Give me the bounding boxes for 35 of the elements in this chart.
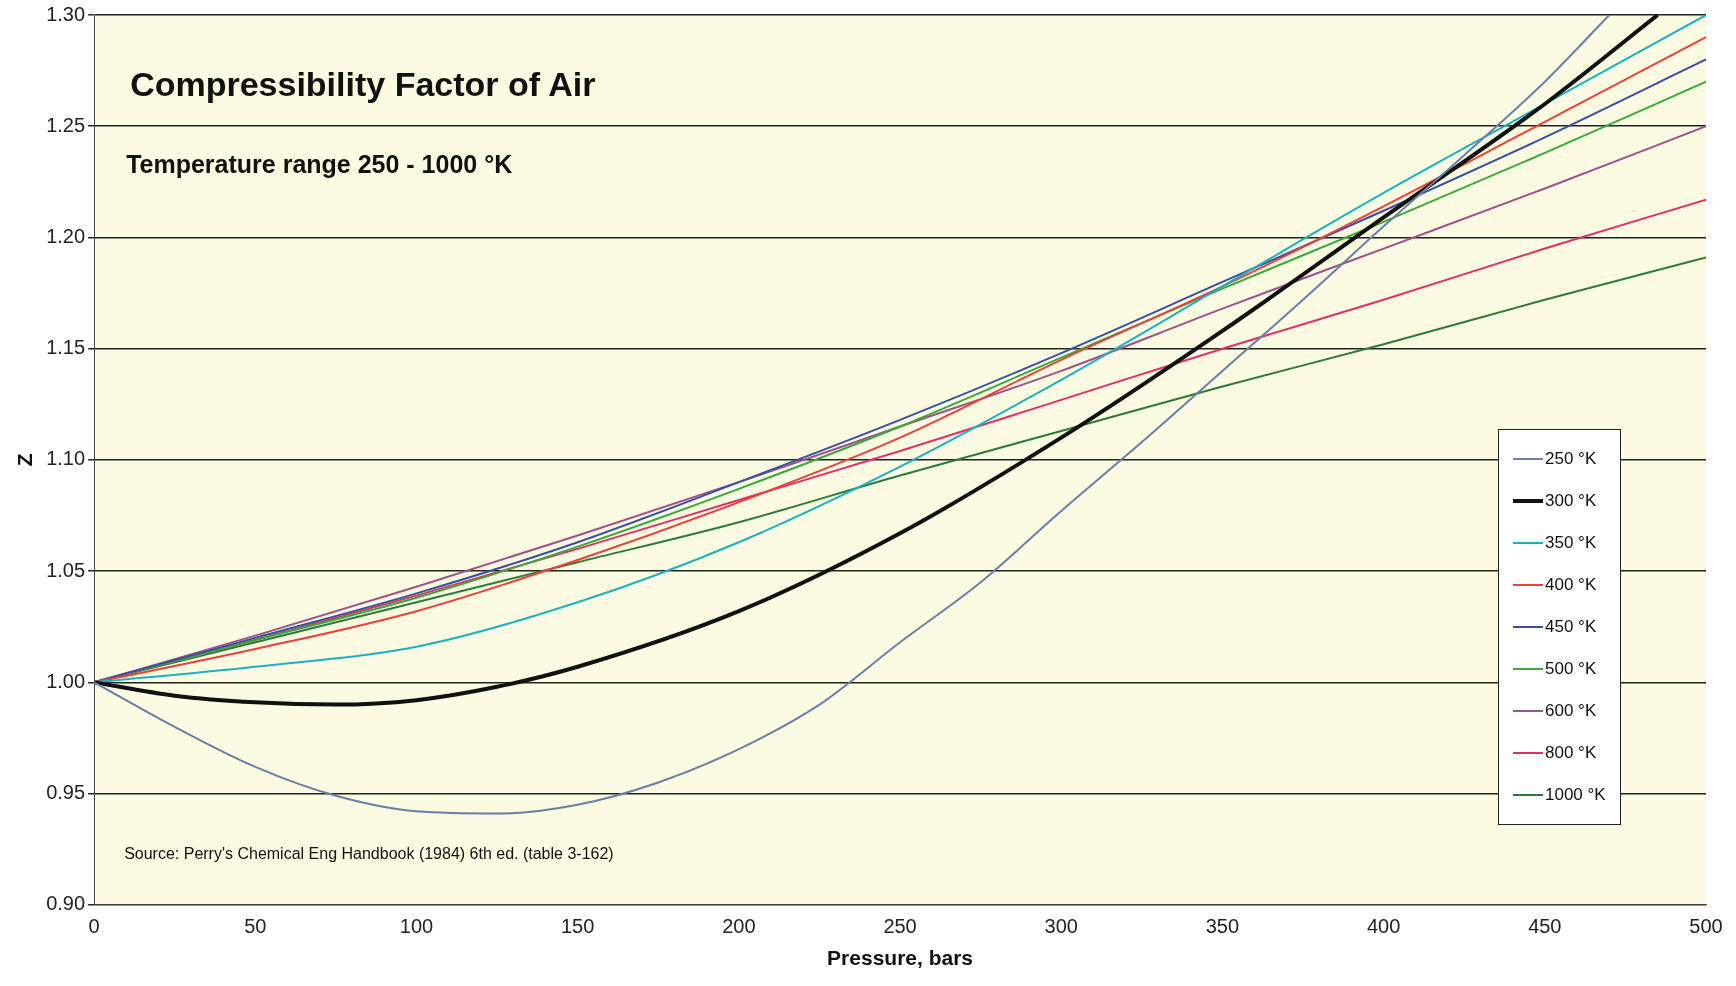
x-axis-title: Pressure, bars — [827, 946, 974, 970]
y-tick-label: 1.20 — [46, 224, 86, 247]
legend-label: 800 °K — [1545, 742, 1597, 763]
x-tick-label: 450 — [1528, 915, 1562, 938]
y-tick-label: 1.05 — [46, 558, 86, 581]
y-axis-title: Z — [13, 453, 37, 467]
x-tick-label: 500 — [1689, 915, 1723, 938]
y-tick-label: 1.25 — [46, 113, 86, 136]
x-tick-label: 100 — [399, 915, 434, 938]
legend-label: 250 °K — [1545, 448, 1597, 469]
x-tick-label: 250 — [883, 915, 917, 938]
legend-label: 1000 °K — [1545, 784, 1606, 805]
legend-label: 500 °K — [1545, 658, 1597, 679]
legend-label: 600 °K — [1545, 700, 1597, 721]
legend-label: 400 °K — [1545, 574, 1597, 595]
line-series — [94, 15, 1611, 815]
text: Compressibility Factor of Air — [130, 65, 596, 104]
x-tick-label: 400 — [1366, 915, 1401, 938]
text: Temperature range 250 - 1000 °K — [126, 150, 513, 179]
y-tick-label: 1.00 — [46, 669, 86, 692]
y-tick-label: 1.10 — [46, 447, 86, 470]
x-tick-label: 300 — [1044, 915, 1078, 938]
legend-label: 350 °K — [1545, 532, 1597, 553]
x-tick-label: 200 — [722, 915, 756, 938]
legend-label: 450 °K — [1545, 616, 1597, 637]
y-tick-label: 1.30 — [46, 2, 86, 25]
legend-label: 300 °K — [1545, 490, 1597, 511]
x-tick-label: 150 — [561, 915, 595, 938]
annotation: Source: Perry's Chemical Eng Handbook (1984) 6th ed. (table 3-162) — [124, 844, 614, 863]
y-tick-label: 0.95 — [46, 781, 86, 804]
x-tick-label: 50 — [244, 915, 267, 938]
y-tick-label: 0.90 — [46, 892, 86, 915]
x-tick-label: 350 — [1205, 915, 1240, 938]
y-tick-label: 1.15 — [46, 336, 86, 359]
x-tick-label: 0 — [88, 915, 100, 938]
